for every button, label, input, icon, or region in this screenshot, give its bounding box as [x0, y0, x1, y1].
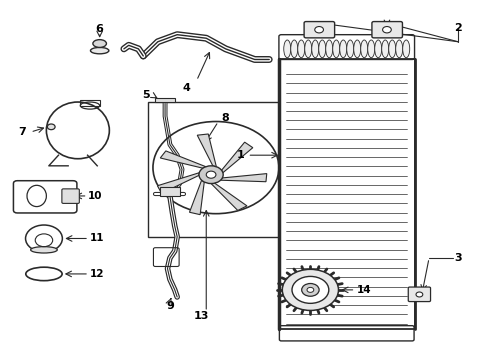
Ellipse shape: [326, 40, 333, 58]
Ellipse shape: [31, 247, 57, 253]
Ellipse shape: [354, 40, 361, 58]
Ellipse shape: [382, 40, 389, 58]
Text: 9: 9: [166, 301, 174, 311]
Text: 8: 8: [222, 113, 229, 123]
Text: 7: 7: [18, 127, 26, 137]
FancyBboxPatch shape: [304, 22, 335, 38]
Ellipse shape: [368, 40, 375, 58]
Text: 2: 2: [454, 23, 462, 33]
Polygon shape: [157, 173, 199, 193]
Ellipse shape: [305, 40, 312, 58]
Circle shape: [199, 166, 223, 184]
Circle shape: [416, 292, 423, 297]
Polygon shape: [211, 183, 247, 211]
Circle shape: [315, 27, 323, 33]
Circle shape: [383, 27, 392, 33]
Ellipse shape: [93, 40, 106, 48]
Polygon shape: [221, 142, 253, 173]
Ellipse shape: [375, 40, 382, 58]
Ellipse shape: [361, 40, 368, 58]
Polygon shape: [197, 134, 217, 167]
Polygon shape: [190, 180, 204, 215]
FancyBboxPatch shape: [408, 287, 431, 302]
Ellipse shape: [333, 40, 340, 58]
Ellipse shape: [284, 40, 291, 58]
Circle shape: [307, 287, 314, 292]
Bar: [279, 59, 415, 329]
Ellipse shape: [312, 40, 318, 58]
Ellipse shape: [347, 40, 354, 58]
Ellipse shape: [396, 40, 403, 58]
Text: 3: 3: [454, 253, 462, 263]
Circle shape: [282, 269, 339, 310]
Ellipse shape: [91, 48, 109, 54]
Polygon shape: [160, 151, 206, 168]
Ellipse shape: [403, 40, 410, 58]
Text: 10: 10: [88, 191, 102, 201]
Text: 5: 5: [142, 90, 149, 100]
Polygon shape: [220, 174, 267, 182]
Bar: [160, 187, 180, 196]
Text: 4: 4: [183, 83, 191, 93]
Circle shape: [292, 276, 329, 303]
Ellipse shape: [389, 40, 396, 58]
Text: 6: 6: [96, 24, 103, 34]
Ellipse shape: [298, 40, 305, 58]
Circle shape: [48, 124, 55, 130]
Ellipse shape: [291, 40, 298, 58]
Text: 12: 12: [90, 269, 104, 279]
FancyBboxPatch shape: [62, 189, 79, 203]
Ellipse shape: [340, 40, 347, 58]
Text: 1: 1: [236, 150, 244, 160]
Ellipse shape: [318, 40, 326, 58]
Bar: [155, 98, 175, 102]
Text: 11: 11: [90, 234, 104, 243]
Text: 13: 13: [194, 311, 209, 321]
Circle shape: [302, 283, 319, 296]
Circle shape: [206, 171, 216, 178]
FancyBboxPatch shape: [372, 22, 402, 38]
Bar: [80, 100, 99, 105]
Text: 14: 14: [356, 285, 371, 295]
